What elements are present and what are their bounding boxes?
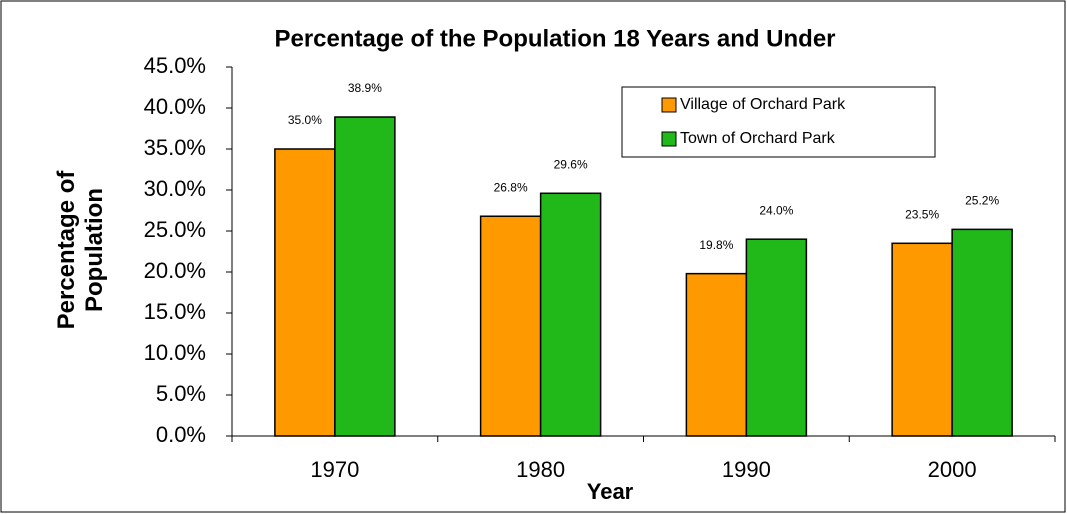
bar (891, 242, 953, 437)
value-label: 26.8% (494, 180, 528, 194)
value-label: 23.5% (905, 207, 939, 221)
value-label: 19.8% (699, 238, 733, 252)
y-tick-label: 45.0% (144, 53, 206, 78)
y-tick-label: 15.0% (144, 299, 206, 324)
value-label: 24.0% (759, 203, 793, 217)
x-tick-label: 2000 (928, 457, 977, 482)
bar (479, 215, 542, 437)
bar (334, 116, 396, 437)
bar (685, 272, 748, 437)
chart-title: Percentage of the Population 18 Years an… (274, 25, 835, 52)
x-tick-label: 1990 (722, 457, 771, 482)
bar (274, 148, 336, 437)
value-label: 29.6% (554, 157, 588, 171)
legend-label: Village of Orchard Park (680, 96, 846, 113)
bar (745, 238, 808, 437)
legend-swatch (661, 97, 677, 113)
y-tick-label: 10.0% (144, 340, 206, 365)
y-axis-label-line: Percentage of (53, 170, 80, 330)
y-tick-label: 40.0% (144, 94, 206, 119)
y-tick-label: 35.0% (144, 135, 206, 160)
value-label: 25.2% (965, 194, 999, 208)
y-tick-label: 5.0% (156, 381, 206, 406)
y-tick-label: 30.0% (144, 176, 206, 201)
y-axis-label: Percentage ofPopulation (53, 170, 108, 330)
legend-label: Town of Orchard Park (680, 130, 836, 147)
y-tick-label: 0.0% (156, 422, 206, 447)
legend-swatch (661, 131, 677, 147)
value-label: 38.9% (348, 81, 382, 95)
y-axis-label-line: Population (81, 188, 108, 312)
y-tick-label: 25.0% (144, 217, 206, 242)
x-tick-label: 1970 (310, 457, 359, 482)
y-tick-label: 20.0% (144, 258, 206, 283)
x-axis-label: Year (587, 479, 634, 504)
bar (951, 228, 1013, 437)
bar (539, 192, 602, 437)
value-label: 35.0% (288, 113, 322, 127)
x-tick-label: 1980 (516, 457, 565, 482)
